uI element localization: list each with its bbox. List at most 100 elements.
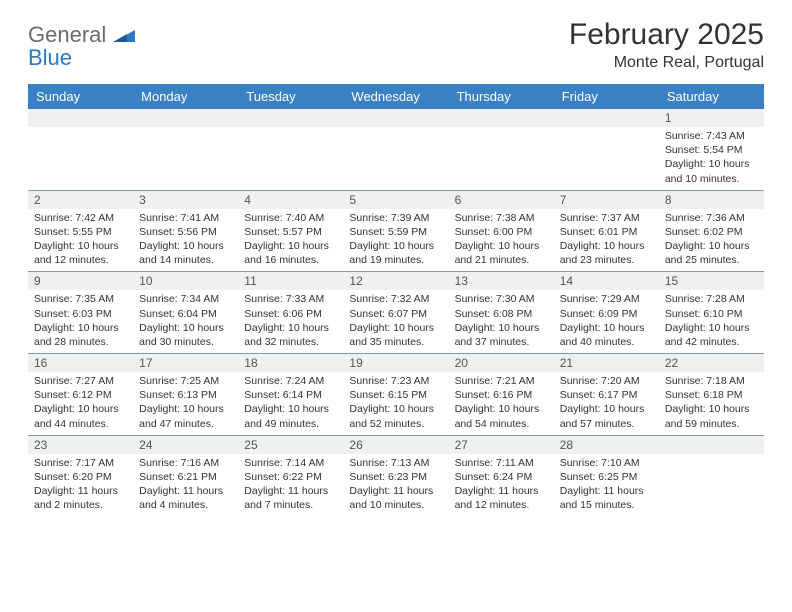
sunset-text: Sunset: 6:12 PM [34, 388, 127, 402]
day-number: 12 [343, 272, 448, 290]
day-number: 11 [238, 272, 343, 290]
day-cell: 13Sunrise: 7:30 AMSunset: 6:08 PMDayligh… [449, 272, 554, 353]
day-cell: 7Sunrise: 7:37 AMSunset: 6:01 PMDaylight… [554, 191, 659, 272]
daylight-text: Daylight: 10 hours and 30 minutes. [139, 321, 232, 349]
day-number: 5 [343, 191, 448, 209]
sunrise-text: Sunrise: 7:17 AM [34, 456, 127, 470]
day-cell: 15Sunrise: 7:28 AMSunset: 6:10 PMDayligh… [659, 272, 764, 353]
day-details: Sunrise: 7:39 AMSunset: 5:59 PMDaylight:… [343, 209, 448, 272]
sunset-text: Sunset: 6:23 PM [349, 470, 442, 484]
day-details: Sunrise: 7:20 AMSunset: 6:17 PMDaylight:… [554, 372, 659, 435]
day-number: 28 [554, 436, 659, 454]
day-number [659, 436, 764, 454]
sunset-text: Sunset: 5:57 PM [244, 225, 337, 239]
day-number [133, 109, 238, 127]
day-number: 19 [343, 354, 448, 372]
day-cell: 19Sunrise: 7:23 AMSunset: 6:15 PMDayligh… [343, 354, 448, 435]
day-number: 9 [28, 272, 133, 290]
day-number [28, 109, 133, 127]
sunrise-text: Sunrise: 7:13 AM [349, 456, 442, 470]
sunrise-text: Sunrise: 7:27 AM [34, 374, 127, 388]
sunset-text: Sunset: 6:01 PM [560, 225, 653, 239]
daylight-text: Daylight: 11 hours and 12 minutes. [455, 484, 548, 512]
day-number: 25 [238, 436, 343, 454]
sunrise-text: Sunrise: 7:37 AM [560, 211, 653, 225]
empty-day-cell [659, 436, 764, 517]
day-cell: 14Sunrise: 7:29 AMSunset: 6:09 PMDayligh… [554, 272, 659, 353]
day-cell: 9Sunrise: 7:35 AMSunset: 6:03 PMDaylight… [28, 272, 133, 353]
sunrise-text: Sunrise: 7:42 AM [34, 211, 127, 225]
weeks-container: 1Sunrise: 7:43 AMSunset: 5:54 PMDaylight… [28, 109, 764, 516]
day-cell: 1Sunrise: 7:43 AMSunset: 5:54 PMDaylight… [659, 109, 764, 190]
day-cell: 23Sunrise: 7:17 AMSunset: 6:20 PMDayligh… [28, 436, 133, 517]
day-cell: 5Sunrise: 7:39 AMSunset: 5:59 PMDaylight… [343, 191, 448, 272]
sunset-text: Sunset: 6:20 PM [34, 470, 127, 484]
day-cell: 17Sunrise: 7:25 AMSunset: 6:13 PMDayligh… [133, 354, 238, 435]
day-number: 26 [343, 436, 448, 454]
day-cell: 6Sunrise: 7:38 AMSunset: 6:00 PMDaylight… [449, 191, 554, 272]
day-details: Sunrise: 7:35 AMSunset: 6:03 PMDaylight:… [28, 290, 133, 353]
day-number: 3 [133, 191, 238, 209]
sunset-text: Sunset: 6:15 PM [349, 388, 442, 402]
daylight-text: Daylight: 10 hours and 54 minutes. [455, 402, 548, 430]
sunrise-text: Sunrise: 7:32 AM [349, 292, 442, 306]
calendar-page: General Blue February 2025 Monte Real, P… [0, 0, 792, 526]
location-label: Monte Real, Portugal [569, 54, 764, 72]
daylight-text: Daylight: 11 hours and 15 minutes. [560, 484, 653, 512]
day-number: 8 [659, 191, 764, 209]
sunset-text: Sunset: 6:18 PM [665, 388, 758, 402]
empty-day-cell [133, 109, 238, 190]
weekday-header: Wednesday [343, 84, 448, 109]
sunset-text: Sunset: 6:21 PM [139, 470, 232, 484]
sunrise-text: Sunrise: 7:18 AM [665, 374, 758, 388]
day-cell: 8Sunrise: 7:36 AMSunset: 6:02 PMDaylight… [659, 191, 764, 272]
day-number: 4 [238, 191, 343, 209]
day-details: Sunrise: 7:10 AMSunset: 6:25 PMDaylight:… [554, 454, 659, 517]
week-row: 1Sunrise: 7:43 AMSunset: 5:54 PMDaylight… [28, 109, 764, 190]
day-details: Sunrise: 7:24 AMSunset: 6:14 PMDaylight:… [238, 372, 343, 435]
sunset-text: Sunset: 6:09 PM [560, 307, 653, 321]
day-details: Sunrise: 7:25 AMSunset: 6:13 PMDaylight:… [133, 372, 238, 435]
sunrise-text: Sunrise: 7:36 AM [665, 211, 758, 225]
day-details: Sunrise: 7:37 AMSunset: 6:01 PMDaylight:… [554, 209, 659, 272]
day-cell: 28Sunrise: 7:10 AMSunset: 6:25 PMDayligh… [554, 436, 659, 517]
day-cell: 10Sunrise: 7:34 AMSunset: 6:04 PMDayligh… [133, 272, 238, 353]
daylight-text: Daylight: 10 hours and 23 minutes. [560, 239, 653, 267]
sunrise-text: Sunrise: 7:30 AM [455, 292, 548, 306]
daylight-text: Daylight: 11 hours and 4 minutes. [139, 484, 232, 512]
day-number: 18 [238, 354, 343, 372]
daylight-text: Daylight: 10 hours and 42 minutes. [665, 321, 758, 349]
logo-mark-icon [113, 26, 135, 47]
sunset-text: Sunset: 5:56 PM [139, 225, 232, 239]
month-title: February 2025 [569, 18, 764, 52]
week-row: 2Sunrise: 7:42 AMSunset: 5:55 PMDaylight… [28, 190, 764, 272]
weekday-header: Monday [133, 84, 238, 109]
day-number: 7 [554, 191, 659, 209]
sunset-text: Sunset: 6:08 PM [455, 307, 548, 321]
brand-part2: Blue [28, 45, 72, 70]
daylight-text: Daylight: 10 hours and 21 minutes. [455, 239, 548, 267]
sunset-text: Sunset: 6:13 PM [139, 388, 232, 402]
logo-text: General Blue [28, 24, 135, 70]
day-number: 13 [449, 272, 554, 290]
sunset-text: Sunset: 6:17 PM [560, 388, 653, 402]
day-cell: 25Sunrise: 7:14 AMSunset: 6:22 PMDayligh… [238, 436, 343, 517]
day-number [449, 109, 554, 127]
header: General Blue February 2025 Monte Real, P… [28, 18, 764, 72]
daylight-text: Daylight: 10 hours and 12 minutes. [34, 239, 127, 267]
day-number: 15 [659, 272, 764, 290]
weekday-header-row: Sunday Monday Tuesday Wednesday Thursday… [28, 84, 764, 109]
sunset-text: Sunset: 6:04 PM [139, 307, 232, 321]
sunrise-text: Sunrise: 7:20 AM [560, 374, 653, 388]
sunset-text: Sunset: 6:10 PM [665, 307, 758, 321]
sunset-text: Sunset: 6:24 PM [455, 470, 548, 484]
daylight-text: Daylight: 10 hours and 57 minutes. [560, 402, 653, 430]
daylight-text: Daylight: 10 hours and 32 minutes. [244, 321, 337, 349]
daylight-text: Daylight: 10 hours and 52 minutes. [349, 402, 442, 430]
day-cell: 26Sunrise: 7:13 AMSunset: 6:23 PMDayligh… [343, 436, 448, 517]
day-number [554, 109, 659, 127]
day-details: Sunrise: 7:27 AMSunset: 6:12 PMDaylight:… [28, 372, 133, 435]
day-cell: 27Sunrise: 7:11 AMSunset: 6:24 PMDayligh… [449, 436, 554, 517]
sunset-text: Sunset: 6:25 PM [560, 470, 653, 484]
day-details: Sunrise: 7:17 AMSunset: 6:20 PMDaylight:… [28, 454, 133, 517]
